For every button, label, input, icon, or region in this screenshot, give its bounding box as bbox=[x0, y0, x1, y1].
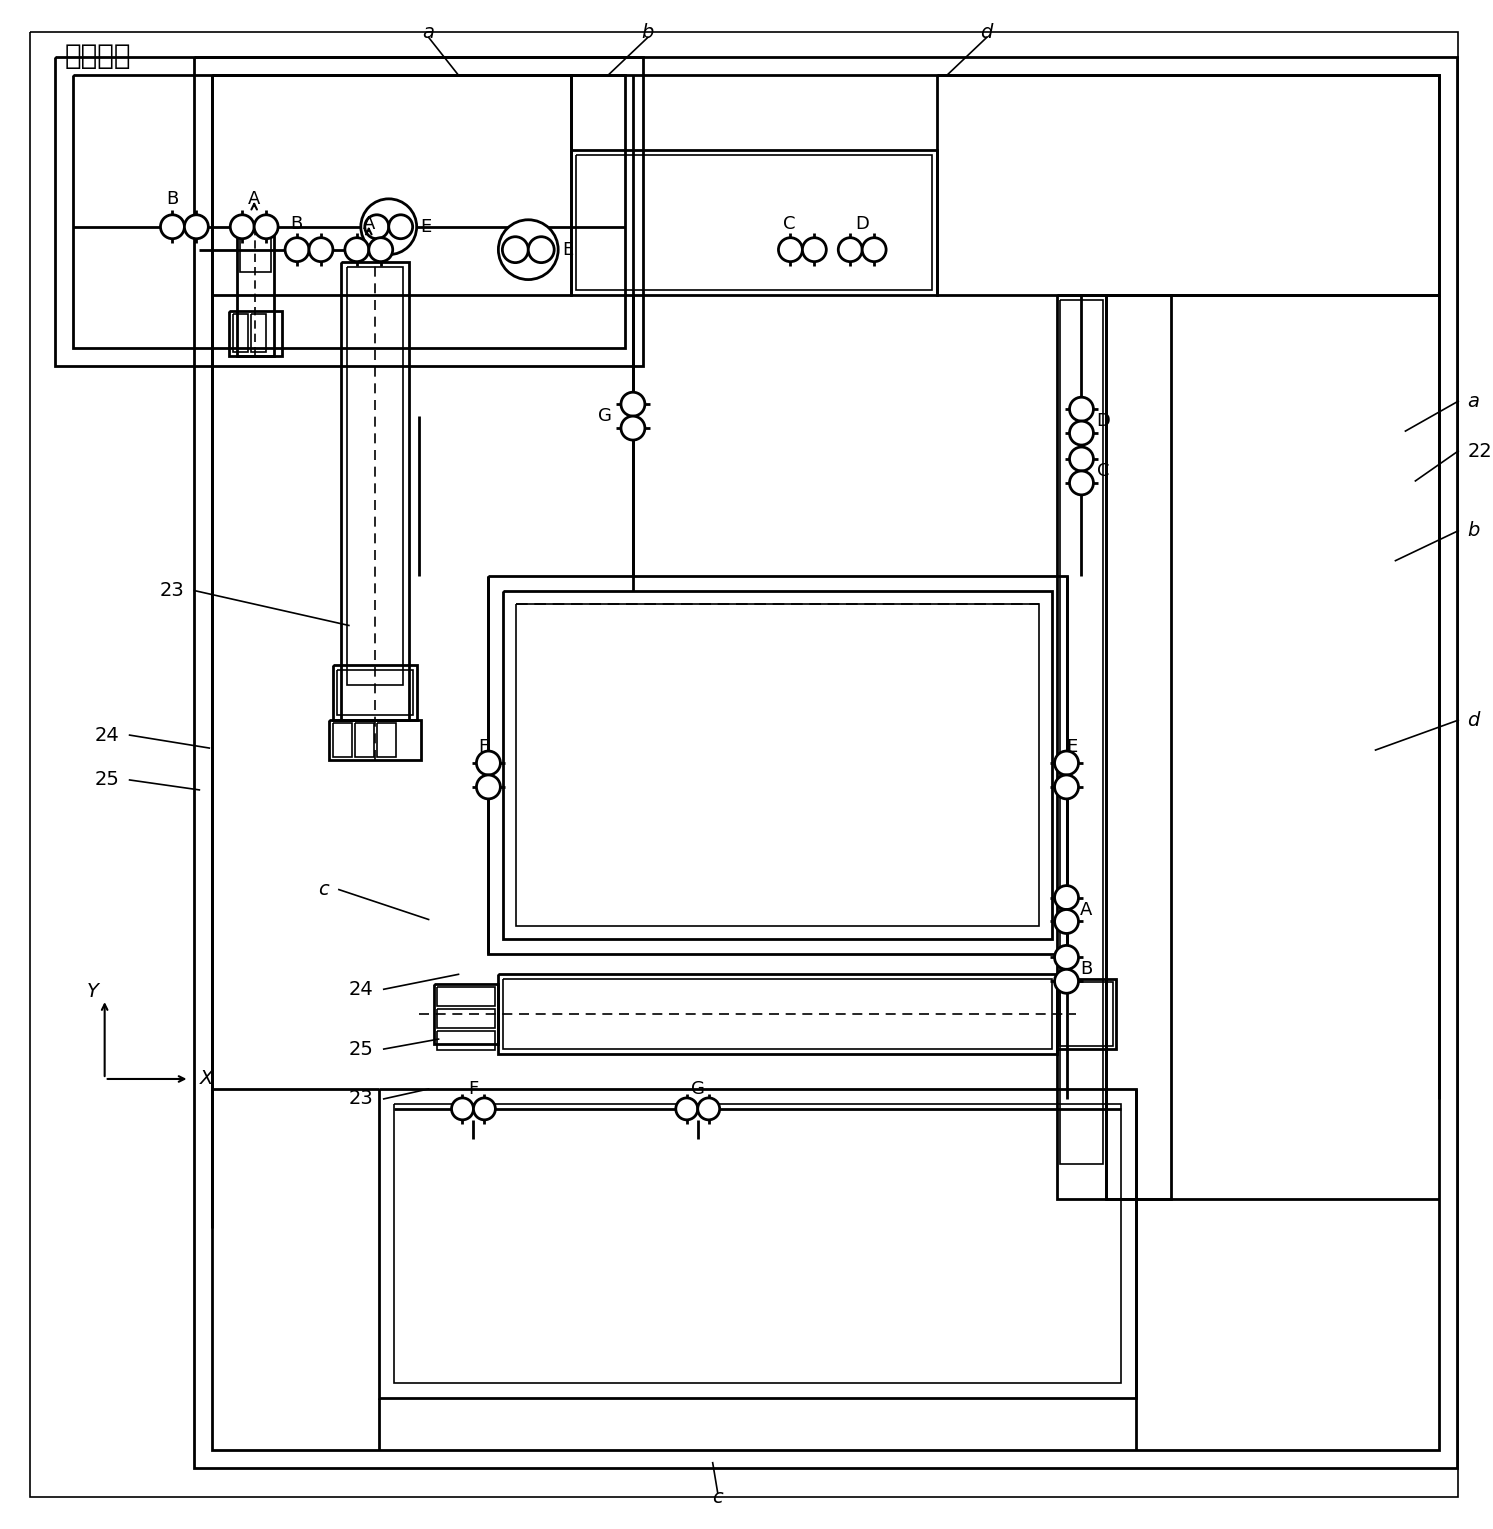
Text: G: G bbox=[599, 407, 612, 425]
Text: B: B bbox=[166, 190, 179, 208]
Circle shape bbox=[364, 214, 388, 239]
Circle shape bbox=[1054, 910, 1078, 933]
Circle shape bbox=[1054, 751, 1078, 775]
Text: A: A bbox=[248, 190, 260, 208]
Circle shape bbox=[1069, 446, 1093, 471]
Circle shape bbox=[476, 775, 500, 798]
Circle shape bbox=[621, 393, 645, 416]
Circle shape bbox=[185, 214, 209, 239]
Circle shape bbox=[1069, 398, 1093, 420]
Text: 22: 22 bbox=[1468, 442, 1492, 460]
Text: Y: Y bbox=[87, 982, 99, 1001]
Circle shape bbox=[230, 214, 254, 239]
Circle shape bbox=[160, 214, 185, 239]
Circle shape bbox=[861, 237, 887, 261]
Circle shape bbox=[502, 237, 529, 263]
Text: a: a bbox=[423, 23, 434, 41]
Text: D: D bbox=[1096, 413, 1111, 430]
Circle shape bbox=[838, 237, 861, 261]
Text: F: F bbox=[478, 739, 488, 755]
Text: b: b bbox=[642, 23, 654, 41]
Text: C: C bbox=[784, 214, 796, 232]
Text: c: c bbox=[318, 881, 328, 899]
Circle shape bbox=[1069, 471, 1093, 495]
Circle shape bbox=[1054, 775, 1078, 798]
Circle shape bbox=[529, 237, 554, 263]
Circle shape bbox=[388, 214, 412, 239]
Circle shape bbox=[499, 220, 558, 280]
Text: d: d bbox=[1468, 711, 1480, 729]
Circle shape bbox=[361, 199, 417, 255]
Circle shape bbox=[621, 416, 645, 440]
Circle shape bbox=[1054, 945, 1078, 969]
Text: b: b bbox=[1468, 521, 1480, 540]
Text: B: B bbox=[1081, 960, 1093, 979]
Circle shape bbox=[473, 1098, 496, 1119]
Circle shape bbox=[476, 751, 500, 775]
Circle shape bbox=[285, 237, 309, 261]
Text: 23: 23 bbox=[349, 1089, 373, 1109]
Circle shape bbox=[369, 237, 393, 261]
Text: c: c bbox=[712, 1488, 723, 1508]
Text: X: X bbox=[200, 1069, 212, 1089]
Circle shape bbox=[1054, 969, 1078, 994]
Text: a: a bbox=[1468, 391, 1480, 411]
Text: A: A bbox=[1081, 901, 1093, 919]
Text: D: D bbox=[855, 214, 869, 232]
Circle shape bbox=[345, 237, 369, 261]
Text: E: E bbox=[420, 217, 431, 235]
Text: 局部放大: 局部放大 bbox=[64, 43, 131, 70]
Circle shape bbox=[254, 214, 278, 239]
Text: 25: 25 bbox=[349, 1040, 373, 1058]
Text: E: E bbox=[1066, 739, 1076, 755]
Text: A: A bbox=[363, 214, 375, 232]
Circle shape bbox=[697, 1098, 720, 1119]
Text: E: E bbox=[563, 240, 573, 258]
Text: B: B bbox=[290, 214, 302, 232]
Circle shape bbox=[802, 237, 826, 261]
Circle shape bbox=[1069, 420, 1093, 445]
Text: F: F bbox=[469, 1079, 479, 1098]
Text: 24: 24 bbox=[96, 726, 119, 745]
Circle shape bbox=[309, 237, 333, 261]
Text: 25: 25 bbox=[94, 771, 119, 789]
Text: 23: 23 bbox=[160, 581, 185, 599]
Text: 24: 24 bbox=[349, 980, 373, 998]
Text: G: G bbox=[691, 1079, 705, 1098]
Circle shape bbox=[1054, 885, 1078, 910]
Circle shape bbox=[676, 1098, 697, 1119]
Text: C: C bbox=[1097, 462, 1109, 480]
Circle shape bbox=[778, 237, 802, 261]
Text: d: d bbox=[981, 23, 993, 41]
Circle shape bbox=[451, 1098, 473, 1119]
